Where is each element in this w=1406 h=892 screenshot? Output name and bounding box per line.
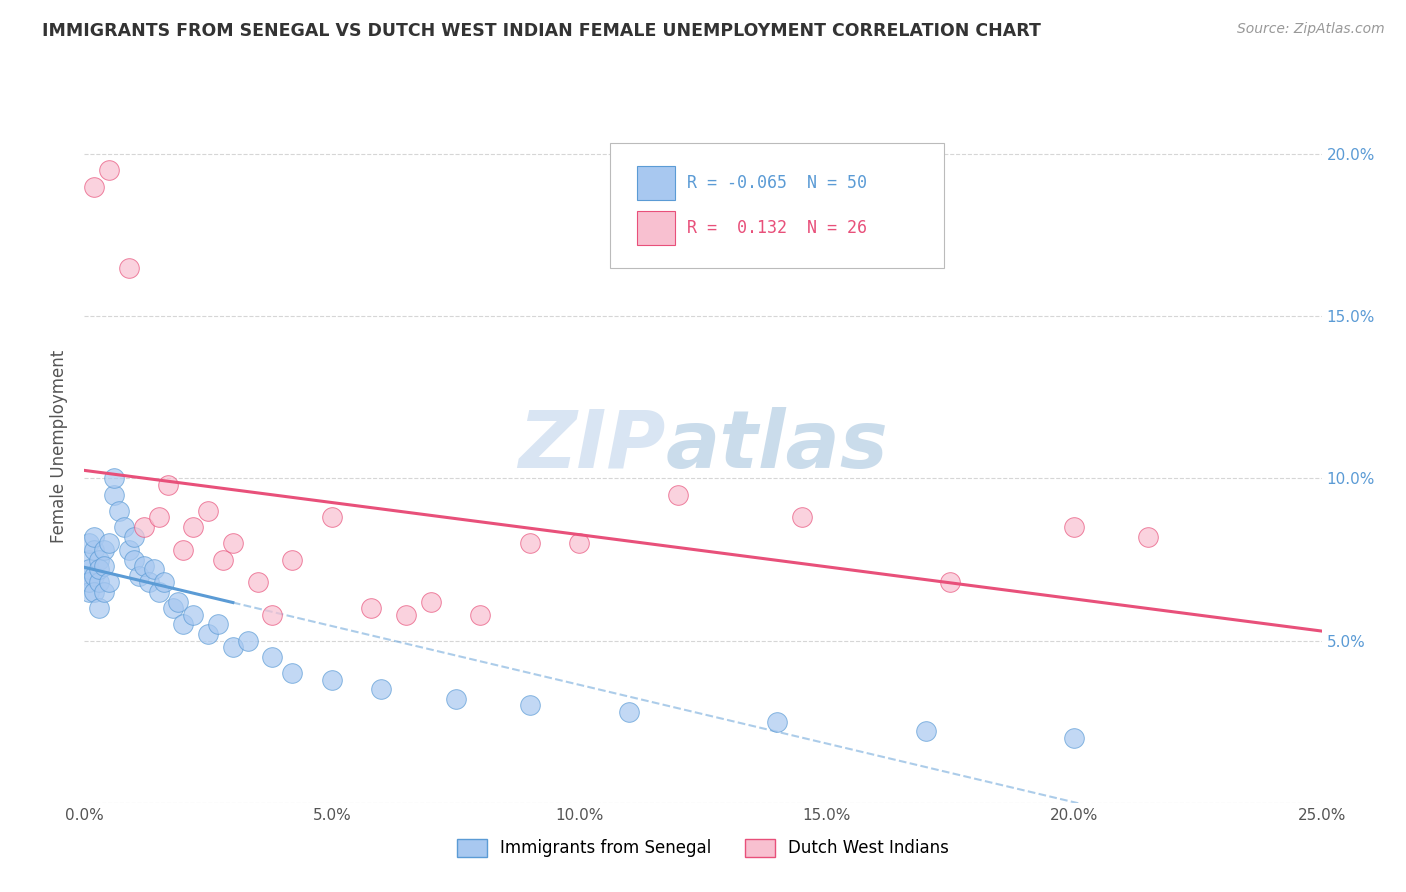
Point (568, 536, 591, 550)
Point (157, 478, 180, 492)
Point (281, 552, 304, 566)
Point (321, 673, 343, 687)
Point (148, 510, 170, 524)
Point (103, 488, 125, 502)
Point (79, 562, 101, 576)
Point (419, 595, 441, 609)
Point (93, 559, 115, 574)
Point (212, 552, 235, 566)
Point (262, 649, 284, 664)
Point (98, 575, 121, 590)
Point (89, 575, 111, 590)
Point (98, 536, 121, 550)
Point (79, 585, 101, 599)
Point (197, 504, 219, 518)
Point (122, 552, 145, 566)
Point (666, 488, 689, 502)
Point (181, 607, 204, 622)
Point (1063, 731, 1085, 745)
Point (360, 601, 382, 615)
Point (939, 575, 962, 590)
Point (246, 575, 269, 590)
Point (370, 682, 392, 697)
Bar (637, 211, 675, 244)
Point (197, 627, 219, 641)
Point (122, 530, 145, 544)
Y-axis label: Female Unemployment: Female Unemployment (51, 350, 69, 542)
Point (89, 601, 111, 615)
Point (914, 724, 936, 739)
FancyBboxPatch shape (610, 143, 945, 268)
Point (617, 705, 640, 719)
Point (444, 692, 467, 706)
Point (152, 575, 174, 590)
Text: atlas: atlas (666, 407, 889, 485)
Point (79, 536, 101, 550)
Point (321, 510, 343, 524)
Point (222, 536, 245, 550)
Point (93, 585, 115, 599)
Point (181, 520, 204, 534)
Point (1063, 520, 1085, 534)
Point (281, 666, 304, 681)
Point (162, 601, 184, 615)
Point (93, 542, 115, 557)
Point (790, 510, 813, 524)
Point (83, 568, 105, 582)
Text: ZIP: ZIP (519, 407, 666, 485)
Point (83, 179, 105, 194)
Point (470, 607, 492, 622)
Point (83, 530, 105, 544)
Point (89, 552, 111, 566)
Point (1137, 530, 1160, 544)
Point (98, 163, 121, 178)
Point (172, 617, 194, 632)
Point (395, 607, 418, 622)
Text: R =  0.132  N = 26: R = 0.132 N = 26 (688, 219, 868, 236)
Point (262, 607, 284, 622)
Bar (637, 166, 675, 200)
Point (132, 520, 155, 534)
Legend: Immigrants from Senegal, Dutch West Indians: Immigrants from Senegal, Dutch West Indi… (449, 830, 957, 866)
Text: R = -0.065  N = 50: R = -0.065 N = 50 (688, 174, 868, 192)
Point (79, 575, 101, 590)
Point (207, 617, 229, 632)
Point (148, 585, 170, 599)
Point (79, 568, 101, 582)
Point (236, 633, 259, 648)
Point (108, 504, 131, 518)
Point (89, 562, 111, 576)
Point (118, 542, 141, 557)
Point (222, 640, 245, 654)
Point (172, 542, 194, 557)
Point (138, 575, 160, 590)
Point (132, 559, 155, 574)
Point (103, 471, 125, 485)
Point (128, 568, 150, 582)
Point (83, 542, 105, 557)
Point (83, 585, 105, 599)
Point (142, 562, 165, 576)
Point (118, 260, 141, 275)
Text: Source: ZipAtlas.com: Source: ZipAtlas.com (1237, 22, 1385, 37)
Point (112, 520, 135, 534)
Point (167, 595, 190, 609)
Point (519, 536, 541, 550)
Point (79, 552, 101, 566)
Point (766, 714, 789, 729)
Text: IMMIGRANTS FROM SENEGAL VS DUTCH WEST INDIAN FEMALE UNEMPLOYMENT CORRELATION CHA: IMMIGRANTS FROM SENEGAL VS DUTCH WEST IN… (42, 22, 1040, 40)
Point (519, 698, 541, 713)
